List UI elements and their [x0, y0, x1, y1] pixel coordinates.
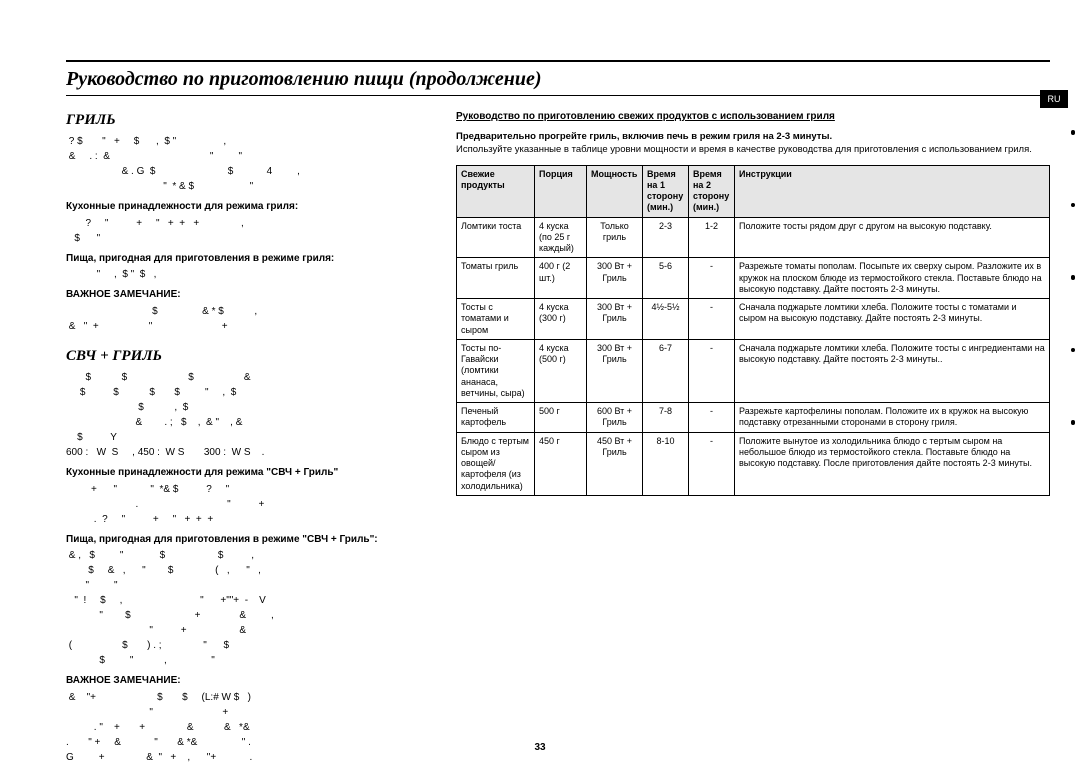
grill-para-1: ? $ " + $ , $ " , & . : & " " & . G $ $ … — [66, 134, 434, 194]
combo-note-text: & "+ $ $ (L:# W $ ) " + . " + + & & *& .… — [66, 690, 434, 765]
combo-para-3: & , $ " $ $ , $ & , " $ ( , " , " " " ! … — [66, 548, 434, 668]
section-grill-title: ГРИЛЬ — [66, 110, 434, 130]
table-cell: - — [689, 432, 735, 495]
page-number: 33 — [534, 742, 545, 753]
table-row: Тосты по-Гавайски (ломтики ананаса, ветч… — [457, 339, 1050, 402]
table-row: Блюдо с тертым сыром из овощей/ картофел… — [457, 432, 1050, 495]
dot-icon — [1071, 275, 1076, 280]
grill-note-text: $ & * $ , & " + " + — [66, 304, 434, 334]
dot-icon — [1071, 420, 1076, 425]
section-combo-title: СВЧ + ГРИЛЬ — [66, 346, 434, 366]
table-cell: Тосты с томатами и сыром — [457, 299, 535, 340]
table-cell: 450 г — [535, 432, 587, 495]
table-cell: Печеный картофель — [457, 403, 535, 433]
table-cell: - — [689, 339, 735, 402]
table-cell: - — [689, 299, 735, 340]
lang-badge: RU — [1040, 90, 1068, 108]
dot-icon — [1071, 130, 1076, 135]
table-cell: 2-3 — [643, 217, 689, 258]
th-food: Свежие продукты — [457, 165, 535, 217]
table-row: Ломтики тоста4 куска (по 25 г каждый)Тол… — [457, 217, 1050, 258]
table-cell: Ломтики тоста — [457, 217, 535, 258]
combo-note-title: ВАЖНОЕ ЗАМЕЧАНИЕ: — [66, 674, 434, 688]
grill-note-title: ВАЖНОЕ ЗАМЕЧАНИЕ: — [66, 288, 434, 302]
table-cell: 600 Вт + Гриль — [587, 403, 643, 433]
table-header-row: Свежие продукты Порция Мощность Время на… — [457, 165, 1050, 217]
table-cell: Сначала поджарьте ломтики хлеба. Положит… — [735, 299, 1050, 340]
th-power: Мощность — [587, 165, 643, 217]
table-cell: Томаты гриль — [457, 258, 535, 299]
dot-icon — [1071, 203, 1076, 208]
table-cell: Разрежьте томаты пополам. Посыпьте их св… — [735, 258, 1050, 299]
page-title: Руководство по приготовлению пищи (продо… — [66, 68, 1050, 91]
table-cell: 300 Вт + Гриль — [587, 339, 643, 402]
page: Руководство по приготовлению пищи (продо… — [66, 60, 1050, 733]
grill-para-3: " , $ " $ , — [66, 267, 434, 282]
th-time1: Время на 1 сторону (мин.) — [643, 165, 689, 217]
table-cell: 4 куска (500 г) — [535, 339, 587, 402]
table-cell: - — [689, 403, 735, 433]
table-cell: 5-6 — [643, 258, 689, 299]
rule-under-title — [66, 95, 1050, 96]
grill-sub-acc: Кухонные принадлежности для режима гриля… — [66, 200, 434, 214]
table-cell: 6-7 — [643, 339, 689, 402]
combo-para-1: $ $ $ & $ $ $ $ " , $ $ , $ & . ; $ — [66, 370, 434, 460]
table-cell: 1-2 — [689, 217, 735, 258]
dot-icon — [1071, 348, 1076, 353]
grill-sub-food: Пища, пригодная для приготовления в режи… — [66, 252, 434, 266]
left-column: ГРИЛЬ ? $ " + $ , $ " , & . : & " " & . … — [66, 110, 434, 765]
combo-sub-acc: Кухонные принадлежности для режима "СВЧ … — [66, 466, 434, 480]
rule-top — [66, 60, 1050, 62]
table-cell: 7-8 — [643, 403, 689, 433]
table-cell: - — [689, 258, 735, 299]
th-portion: Порция — [535, 165, 587, 217]
table-row: Томаты гриль400 г (2 шт.)300 Вт + Гриль5… — [457, 258, 1050, 299]
th-instr: Инструкции — [735, 165, 1050, 217]
grill-para-2: ? " + " + + + , $ " — [66, 216, 434, 246]
table-cell: Сначала поджарьте ломтики хлеба. Положит… — [735, 339, 1050, 402]
combo-para-2: + " " *& $ ? " . " + . ? " + " + + + — [66, 482, 434, 527]
table-cell: Только гриль — [587, 217, 643, 258]
table-cell: 8-10 — [643, 432, 689, 495]
edge-tab-dots — [1066, 0, 1080, 425]
table-cell: 300 Вт + Гриль — [587, 299, 643, 340]
table-cell: Тосты по-Гавайски (ломтики ананаса, ветч… — [457, 339, 535, 402]
table-cell: 450 Вт + Гриль — [587, 432, 643, 495]
right-preheat: Предварительно прогрейте гриль, включив … — [456, 130, 1050, 143]
table-cell: 4 куска (300 г) — [535, 299, 587, 340]
table-cell: 400 г (2 шт.) — [535, 258, 587, 299]
columns: ГРИЛЬ ? $ " + $ , $ " , & . : & " " & . … — [66, 110, 1050, 765]
table-cell: 500 г — [535, 403, 587, 433]
combo-sub-food: Пища, пригодная для приготовления в режи… — [66, 533, 434, 547]
table-cell: 300 Вт + Гриль — [587, 258, 643, 299]
table-row: Тосты с томатами и сыром4 куска (300 г)3… — [457, 299, 1050, 340]
right-heading: Руководство по приготовлению свежих прод… — [456, 110, 1050, 124]
th-time2: Время на 2 сторону (мин.) — [689, 165, 735, 217]
table-cell: 4½-5½ — [643, 299, 689, 340]
table-cell: Положите вынутое из холодильника блюдо с… — [735, 432, 1050, 495]
table-cell: Разрежьте картофелины пополам. Положите … — [735, 403, 1050, 433]
grill-table: Свежие продукты Порция Мощность Время на… — [456, 165, 1050, 496]
table-row: Печеный картофель500 г600 Вт + Гриль7-8-… — [457, 403, 1050, 433]
right-column: RU Руководство по приготовлению свежих п… — [456, 110, 1050, 765]
table-cell: Положите тосты рядом друг с другом на вы… — [735, 217, 1050, 258]
right-lead: Используйте указанные в таблице уровни м… — [456, 143, 1050, 156]
table-cell: Блюдо с тертым сыром из овощей/ картофел… — [457, 432, 535, 495]
table-cell: 4 куска (по 25 г каждый) — [535, 217, 587, 258]
